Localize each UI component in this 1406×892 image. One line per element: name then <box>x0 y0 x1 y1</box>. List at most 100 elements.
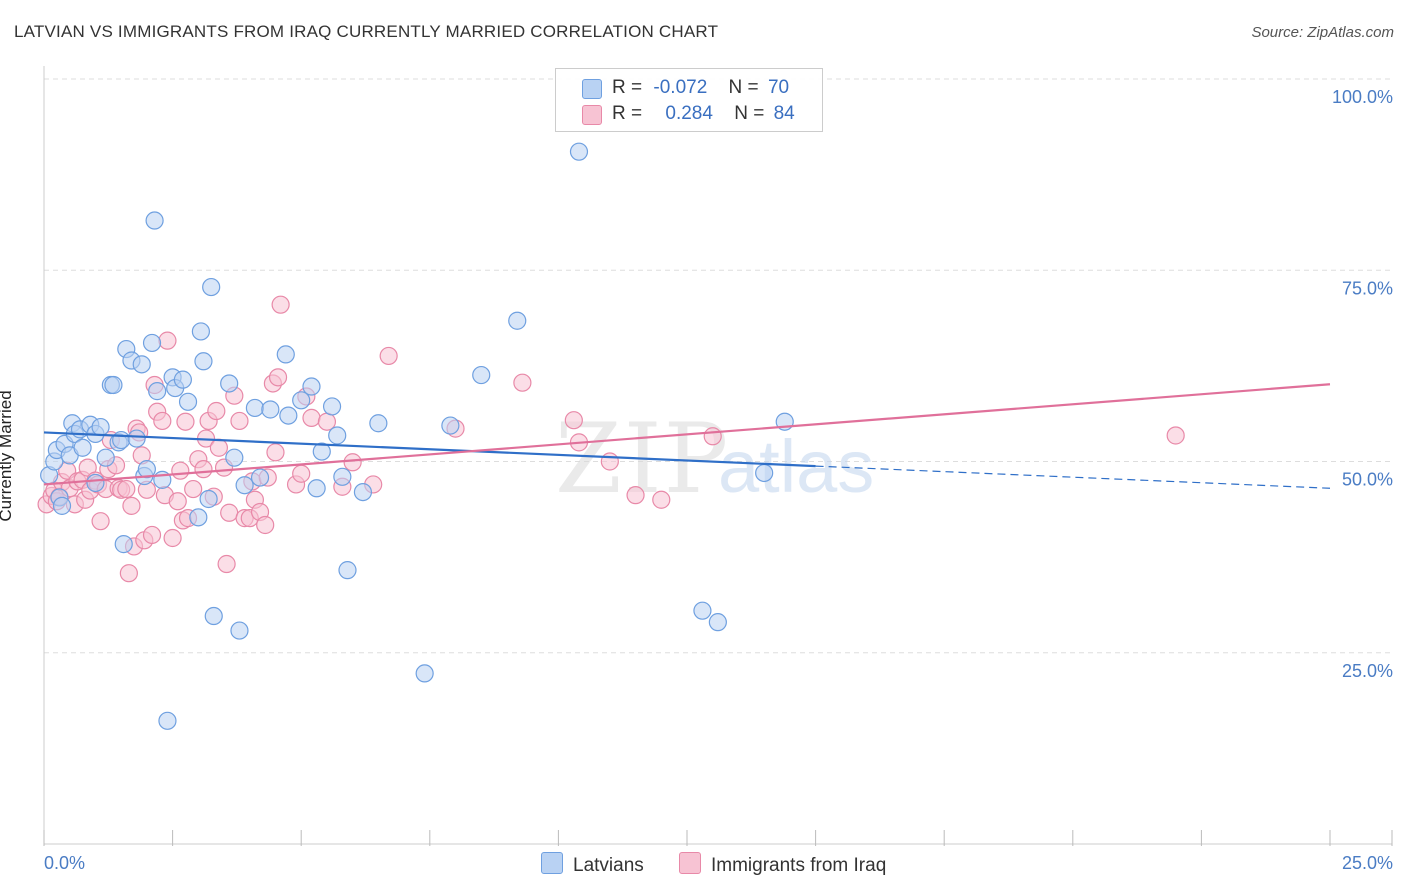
iraq-point <box>703 427 722 446</box>
latvians-point <box>142 333 162 353</box>
chart-title: LATVIAN VS IMMIGRANTS FROM IRAQ CURRENTL… <box>14 22 719 41</box>
latvians-point <box>127 429 146 448</box>
latvians-point <box>279 406 298 425</box>
latvians-point <box>191 322 210 341</box>
bottom-legend-label-iraq: Immigrants from Iraq <box>711 855 887 876</box>
latvians-point <box>755 463 774 483</box>
iraq-point <box>122 496 141 515</box>
latvians-point <box>276 345 295 364</box>
iraq-point <box>302 408 321 427</box>
legend-swatch-iraq <box>582 105 602 125</box>
latvians-point <box>199 489 218 509</box>
latvians-point <box>353 483 373 502</box>
latvians-point <box>225 448 244 467</box>
bottom-legend-latvians: Latvians <box>541 852 644 877</box>
iraq-point <box>194 460 213 479</box>
iraq-point <box>163 528 182 548</box>
iraq-point <box>158 331 177 350</box>
latvians-point <box>145 211 164 230</box>
latvians-point <box>137 460 156 479</box>
latvians-point <box>220 374 239 393</box>
latvians-point <box>204 606 223 626</box>
iraq-point <box>652 490 671 509</box>
iraq-point <box>343 453 362 472</box>
source-label: Source: ZipAtlas.com <box>1251 24 1394 41</box>
series-latvians-points <box>40 142 794 730</box>
legend-n-value-latvians: 70 <box>767 77 790 98</box>
latvians-point <box>132 355 151 374</box>
x-tick-label: 25.0% <box>1342 853 1393 873</box>
latvians-point <box>230 621 249 640</box>
iraq-point <box>168 492 187 511</box>
y-tick-label: 50.0% <box>1342 470 1393 490</box>
latvians-point <box>312 442 331 461</box>
trend-line-iraq <box>43 383 1331 486</box>
axes <box>43 66 1393 846</box>
iraq-point <box>184 479 203 499</box>
iraq-point <box>117 479 136 499</box>
latvians-point <box>158 711 177 730</box>
trend-lines <box>43 383 1331 489</box>
latvians-point <box>250 468 270 487</box>
latvians-point <box>114 535 133 554</box>
latvians-point <box>91 417 110 437</box>
latvians-point <box>333 467 352 486</box>
iraq-point <box>142 525 162 545</box>
iraq-point <box>1166 426 1185 445</box>
trend-line-latvians-extension <box>815 465 1331 489</box>
correlation-legend: R = -0.072 N = 70 R = 0.284 N = 84 <box>555 68 823 132</box>
latvians-point <box>369 414 388 433</box>
latvians-point <box>245 398 265 418</box>
iraq-point <box>171 461 190 480</box>
iraq-point <box>268 368 288 387</box>
legend-swatch-latvians <box>582 79 602 99</box>
bottom-legend-swatch-iraq <box>679 852 701 874</box>
latvians-point <box>235 476 254 495</box>
gridlines <box>44 78 1392 654</box>
latvians-point <box>173 370 192 389</box>
latvians-point <box>194 352 213 371</box>
y-tick-label: 25.0% <box>1342 661 1393 681</box>
latvians-point <box>86 473 105 493</box>
iraq-point <box>379 346 398 366</box>
latvians-point <box>322 397 342 416</box>
iraq-point <box>230 411 249 431</box>
iraq-point <box>513 373 532 392</box>
iraq-point <box>564 411 583 430</box>
iraq-point <box>209 438 228 457</box>
latvians-point <box>302 377 321 396</box>
watermark-atlas: atlas <box>718 425 874 508</box>
latvians-point <box>148 382 167 401</box>
bottom-legend-label-latvians: Latvians <box>573 855 644 876</box>
latvians-point <box>178 392 198 411</box>
latvians-point <box>328 426 347 445</box>
latvians-point <box>307 479 326 498</box>
latvians-point <box>261 400 280 419</box>
latvians-point <box>96 448 115 467</box>
y-tick-label: 75.0% <box>1342 278 1393 298</box>
latvians-point <box>292 391 311 410</box>
iraq-point <box>220 503 239 522</box>
x-tick-label: 0.0% <box>44 853 85 873</box>
iraq-point <box>153 411 172 431</box>
latvians-point <box>52 496 72 515</box>
iraq-point <box>217 554 236 574</box>
trend-line-latvians <box>43 431 816 468</box>
latvians-point <box>708 613 727 632</box>
legend-n-label: N = <box>728 77 759 98</box>
latvians-point <box>104 375 123 395</box>
legend-n-value-iraq: 84 <box>773 103 795 124</box>
latvians-point <box>415 664 434 683</box>
iraq-point <box>176 412 195 431</box>
iraq-point <box>256 515 275 535</box>
latvians-point <box>508 311 527 330</box>
iraq-point <box>207 401 226 421</box>
latvians-point <box>441 416 460 435</box>
legend-r-value-latvians: -0.072 <box>653 77 708 98</box>
bottom-legend-swatch-latvians <box>541 852 563 874</box>
iraq-point <box>271 295 290 314</box>
iraq-point <box>626 486 645 505</box>
latvians-point <box>569 142 589 161</box>
latvians-point <box>73 438 92 457</box>
